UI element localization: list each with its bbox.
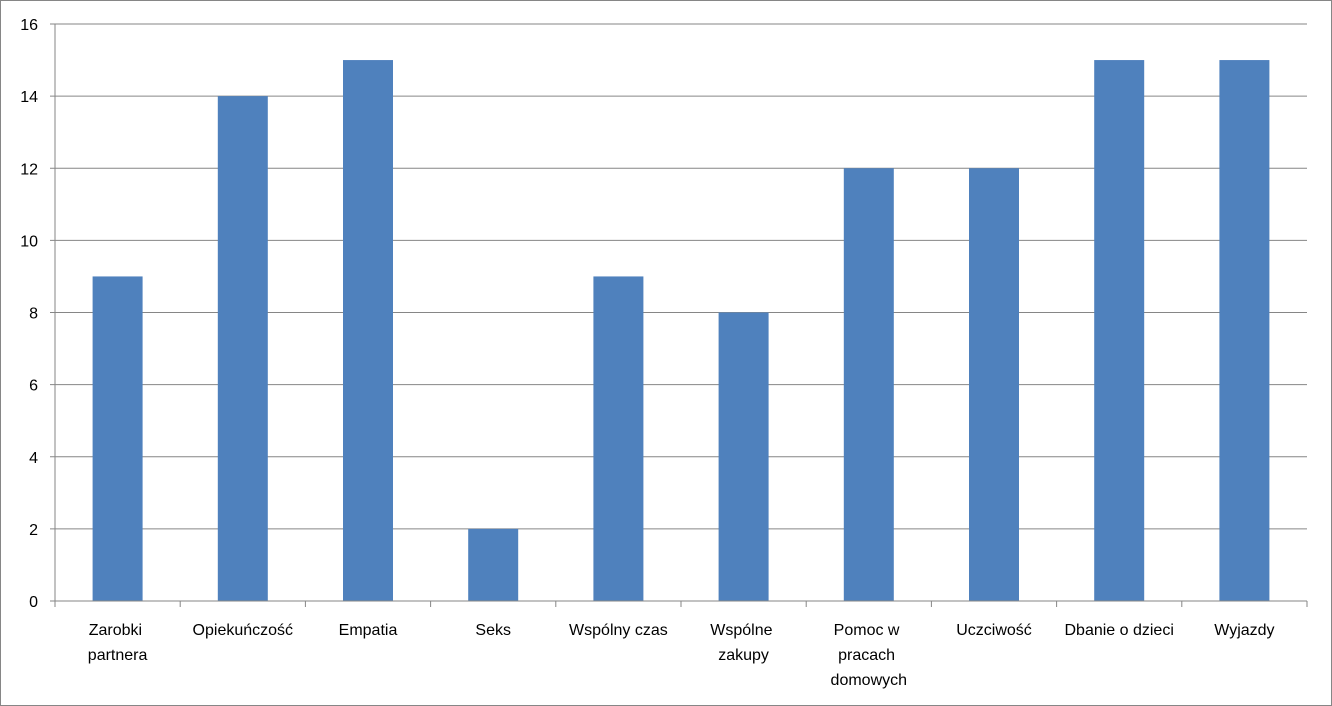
x-tick-label: Wyjazdy <box>1214 622 1274 639</box>
bar <box>969 168 1019 601</box>
bar <box>593 276 644 601</box>
y-tick-label: 4 <box>29 450 38 467</box>
x-tick-label: Pomoc w pracach domowych <box>831 622 907 689</box>
y-tick-label: 8 <box>29 306 38 323</box>
x-tick-label: Wspólny czas <box>569 622 668 639</box>
y-tick-label: 14 <box>20 89 38 106</box>
x-tick-label: Zarobki partnera <box>88 622 148 664</box>
x-tick-label: Empatia <box>339 622 398 639</box>
y-tick-label: 12 <box>20 161 38 178</box>
bar <box>343 60 393 601</box>
bar <box>217 96 268 601</box>
x-tick-label: Dbanie o dzieci <box>1064 622 1173 639</box>
x-tick-label: Opiekuńczość <box>193 622 294 639</box>
bar <box>1219 60 1270 601</box>
bar <box>1094 60 1145 601</box>
y-tick-label: 0 <box>29 594 38 611</box>
x-tick-label: Seks <box>475 622 511 639</box>
y-tick-label: 16 <box>20 17 38 34</box>
y-tick-label: 10 <box>20 233 38 250</box>
x-tick-label: Wspólne zakupy <box>710 622 777 664</box>
bar <box>843 168 894 601</box>
x-tick-label: Uczciwość <box>956 622 1032 639</box>
y-tick-label: 6 <box>29 378 38 395</box>
bar <box>468 528 519 601</box>
bar <box>92 276 143 601</box>
bar <box>718 312 769 601</box>
y-tick-label: 2 <box>29 522 38 539</box>
